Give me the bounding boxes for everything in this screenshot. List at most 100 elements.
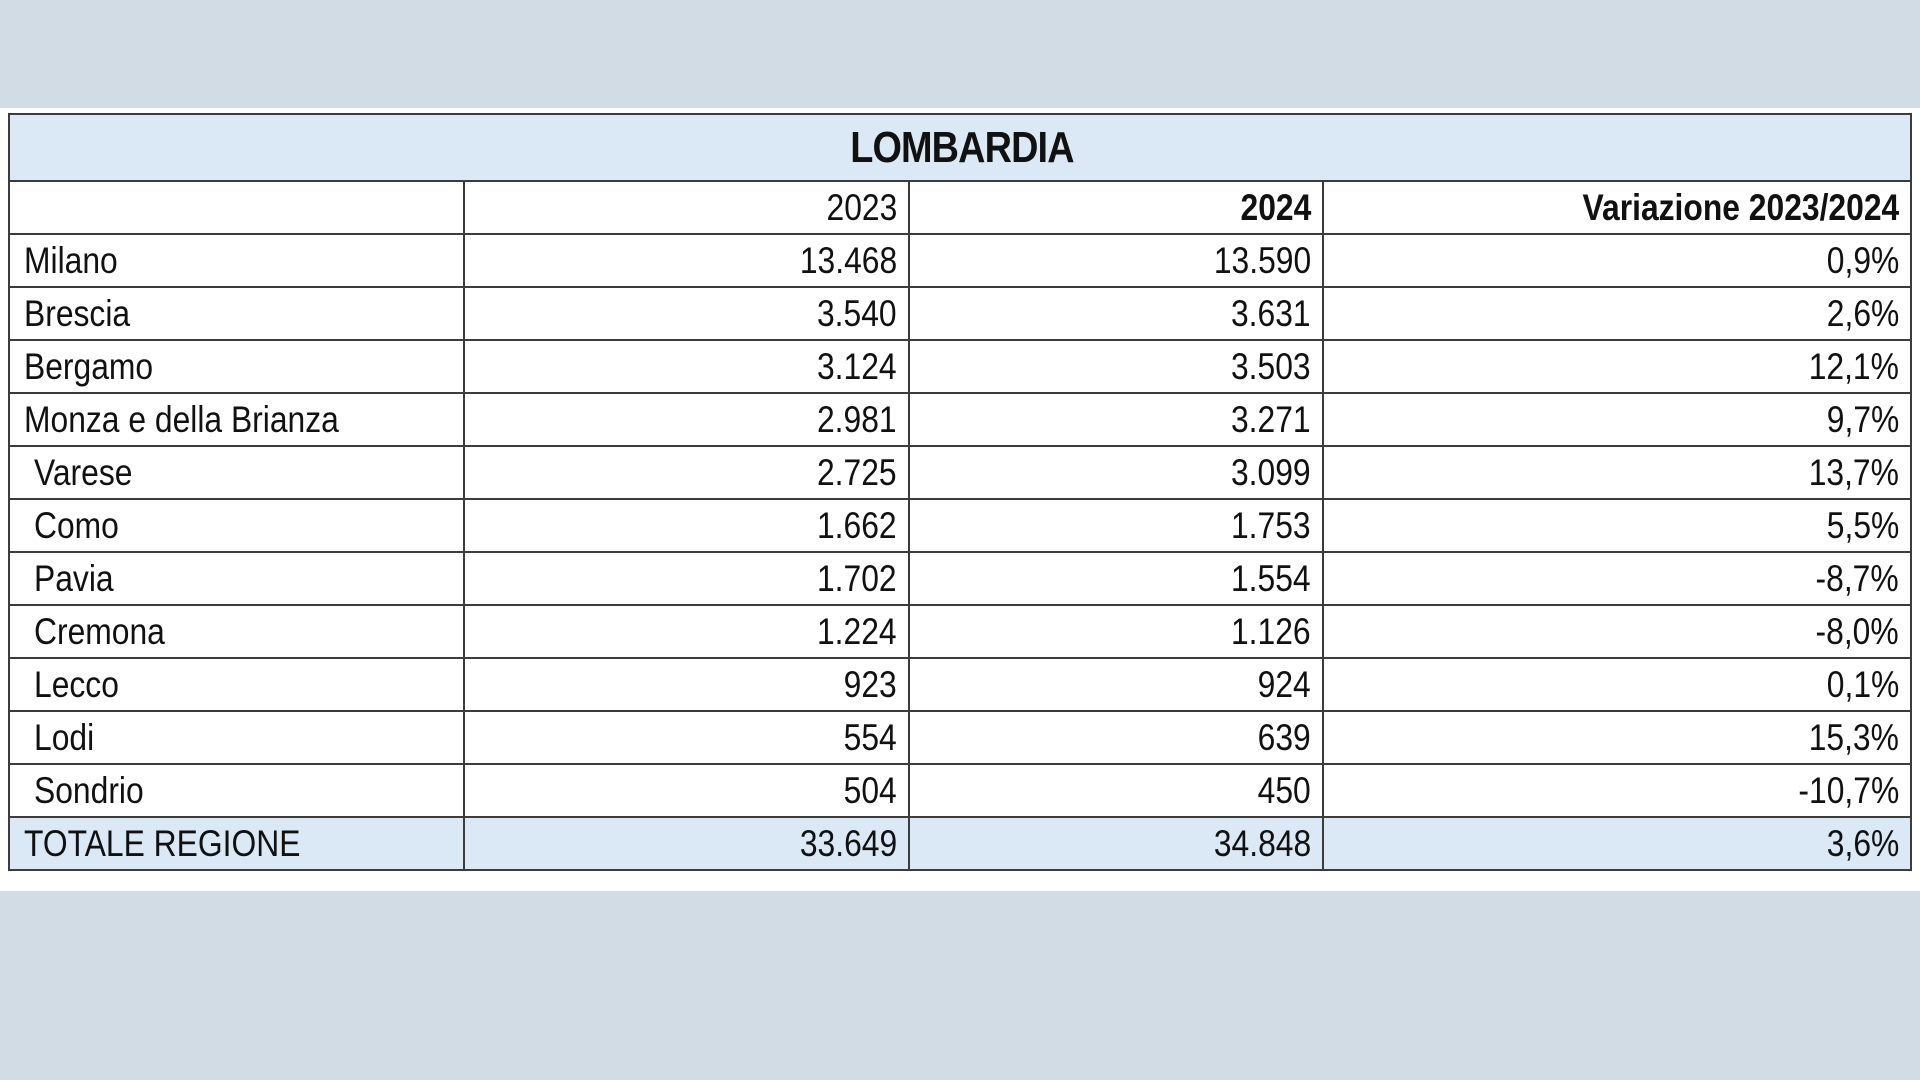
value-variazione-cell: 2,6% [1321,286,1913,341]
province-name: Brescia [24,293,131,334]
table-row: Varese 2.725 3.099 13,7% [8,445,1913,500]
value-2024: 3.271 [1231,399,1311,440]
value-variazione-cell: 15,3% [1321,710,1913,765]
value-2023: 554 [843,717,897,758]
value-2024-cell: 3.271 [908,392,1324,447]
province-name-cell: Bergamo [8,339,465,394]
table-panel: LOMBARDIA 2023 2024 Variazione 2023/2024… [0,108,1920,891]
value-variazione: 0,1% [1826,664,1900,705]
header-cell-2023: 2023 [463,180,910,235]
province-name-cell: Milano [8,233,465,288]
value-2024-cell: 13.590 [908,233,1324,288]
value-variazione-cell: 0,9% [1321,233,1913,288]
value-2024-cell: 450 [908,763,1324,818]
table-title-text: LOMBARDIA [849,123,1074,172]
value-2023: 3.124 [817,346,897,387]
province-name: Milano [24,240,118,281]
total-variazione: 3,6% [1826,823,1900,864]
value-2023-cell: 1.224 [463,604,910,659]
province-name: Sondrio [34,770,144,811]
value-variazione-cell: -8,0% [1321,604,1913,659]
table-row: Cremona 1.224 1.126 -8,0% [8,604,1913,659]
value-variazione: 9,7% [1826,399,1900,440]
province-name-cell: Cremona [8,604,465,659]
header-label-2024: 2024 [1240,187,1311,228]
value-2023-cell: 554 [463,710,910,765]
value-2024-cell: 1.554 [908,551,1324,606]
province-name-cell: Sondrio [8,763,465,818]
table-row: Brescia 3.540 3.631 2,6% [8,286,1913,341]
value-2023-cell: 504 [463,763,910,818]
value-2023: 1.662 [817,505,897,546]
province-name-cell: Lodi [8,710,465,765]
value-2023-cell: 2.981 [463,392,910,447]
value-2023: 2.725 [817,452,897,493]
table-row: Lodi 554 639 15,3% [8,710,1913,765]
title-row: LOMBARDIA [7,113,1913,182]
province-name: Cremona [34,611,165,652]
total-2024: 34.848 [1213,823,1311,864]
province-name-cell: Brescia [8,286,465,341]
value-2023: 13.468 [799,240,897,281]
value-variazione-cell: 12,1% [1321,339,1913,394]
value-variazione-cell: 5,5% [1321,498,1913,553]
total-name-cell: TOTALE REGIONE [8,816,465,871]
table-row: Milano 13.468 13.590 0,9% [8,233,1913,288]
value-2023: 923 [843,664,897,705]
value-2024: 639 [1257,717,1311,758]
value-2024-cell: 3.631 [908,286,1324,341]
value-2023-cell: 13.468 [463,233,910,288]
header-label-variazione: Variazione 2023/2024 [1582,187,1900,228]
value-variazione-cell: 0,1% [1321,657,1913,712]
table-title: LOMBARDIA [7,113,1913,182]
value-variazione: 13,7% [1808,452,1900,493]
table-row: Como 1.662 1.753 5,5% [8,498,1913,553]
value-2023-cell: 2.725 [463,445,910,500]
value-2024-cell: 1.753 [908,498,1324,553]
data-rows: Milano 13.468 13.590 0,9% Brescia 3.540 3.631 2… [8,233,1913,818]
value-2024: 3.631 [1231,293,1311,334]
value-variazione: 0,9% [1826,240,1900,281]
province-name-cell: Varese [8,445,465,500]
province-name: Bergamo [24,346,154,387]
province-name: Como [34,505,119,546]
value-2024: 1.126 [1231,611,1311,652]
total-row: TOTALE REGIONE 33.649 34.848 3,6% [8,816,1913,871]
value-2023-cell: 1.702 [463,551,910,606]
province-name-cell: Pavia [8,551,465,606]
header-cell-variazione: Variazione 2023/2024 [1321,180,1913,235]
province-name: Lodi [34,717,95,758]
province-name-cell: Lecco [8,657,465,712]
value-2024: 1.554 [1231,558,1311,599]
value-2023-cell: 3.540 [463,286,910,341]
value-variazione-cell: 13,7% [1321,445,1913,500]
value-variazione-cell: -8,7% [1321,551,1913,606]
value-variazione: 12,1% [1808,346,1900,387]
value-2024-cell: 924 [908,657,1324,712]
value-2024-cell: 639 [908,710,1324,765]
province-name-cell: Como [8,498,465,553]
value-variazione: -8,7% [1815,558,1900,599]
table-row: Monza e della Brianza 2.981 3.271 9,7% [8,392,1913,447]
value-2024: 1.753 [1231,505,1311,546]
province-name: Monza e della Brianza [24,399,339,440]
value-2024-cell: 3.503 [908,339,1324,394]
total-variazione-cell: 3,6% [1321,816,1913,871]
value-2023: 504 [843,770,897,811]
value-2024: 450 [1257,770,1311,811]
province-name: Lecco [34,664,119,705]
table-row: Pavia 1.702 1.554 -8,7% [8,551,1913,606]
table-row: Lecco 923 924 0,1% [8,657,1913,712]
value-2024-cell: 1.126 [908,604,1324,659]
value-2024: 3.099 [1231,452,1311,493]
header-cell-empty [8,180,465,235]
table-row: Sondrio 504 450 -10,7% [8,763,1913,818]
value-2024: 924 [1257,664,1311,705]
value-2023: 3.540 [817,293,897,334]
value-2024: 3.503 [1231,346,1311,387]
value-2024: 13.590 [1213,240,1311,281]
value-2023-cell: 1.662 [463,498,910,553]
value-2023-cell: 923 [463,657,910,712]
total-2024-cell: 34.848 [908,816,1324,871]
table-row: Bergamo 3.124 3.503 12,1% [8,339,1913,394]
